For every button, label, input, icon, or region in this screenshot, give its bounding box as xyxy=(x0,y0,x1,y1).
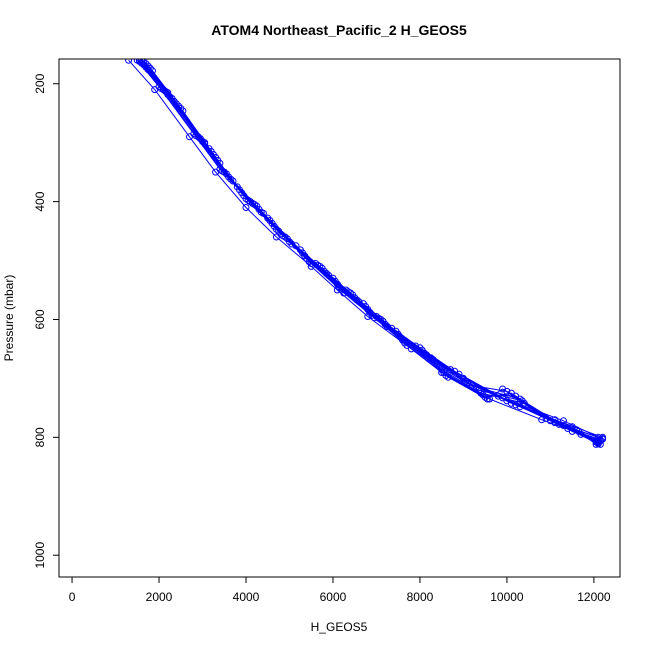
x-axis: 0 2000 4000 6000 8000 10000 12000 xyxy=(69,576,611,604)
data-point xyxy=(555,420,563,428)
series-10 xyxy=(142,60,602,441)
y-axis: 200 400 600 800 1000 xyxy=(33,73,60,569)
data-point xyxy=(201,139,209,147)
series-2 xyxy=(133,59,607,441)
series-12 xyxy=(146,64,604,445)
data-point xyxy=(305,258,313,266)
data-point xyxy=(179,107,187,115)
data-point xyxy=(136,59,143,64)
data-point xyxy=(499,385,507,393)
series-9 xyxy=(140,59,604,444)
data-point xyxy=(444,373,452,381)
data-point xyxy=(429,356,437,363)
data-point xyxy=(512,401,520,409)
data-point xyxy=(340,289,348,297)
x-tick-label: 6000 xyxy=(320,590,347,604)
data-point xyxy=(307,260,315,267)
series-line xyxy=(145,66,601,445)
series-4 xyxy=(138,59,600,448)
x-tick-label: 12000 xyxy=(577,590,611,604)
data-point xyxy=(164,89,172,97)
data-point xyxy=(170,97,178,105)
series-line xyxy=(139,59,597,443)
data-point xyxy=(227,175,235,183)
data-point xyxy=(244,196,252,204)
series-line xyxy=(141,59,597,442)
series-8 xyxy=(138,59,600,445)
series-3 xyxy=(136,59,607,443)
series-layer xyxy=(125,59,607,448)
y-tick-label: 200 xyxy=(33,73,47,93)
data-point xyxy=(592,438,600,446)
data-point xyxy=(594,440,602,448)
x-tick-label: 4000 xyxy=(233,590,260,604)
data-point xyxy=(216,159,224,167)
data-point xyxy=(388,324,396,332)
series-line xyxy=(143,64,599,444)
chart-title: ATOM4 Northeast_Pacific_2 H_GEOS5 xyxy=(211,22,467,38)
y-axis-label: Pressure (mbar) xyxy=(2,275,16,362)
data-point xyxy=(516,403,524,411)
data-point xyxy=(401,339,409,347)
x-tick-label: 10000 xyxy=(490,590,524,604)
series-line xyxy=(128,59,599,441)
x-tick-label: 2000 xyxy=(146,590,173,604)
y-tick-label: 400 xyxy=(33,191,47,211)
data-point xyxy=(560,417,567,425)
data-point xyxy=(281,233,289,241)
x-tick-label: 0 xyxy=(69,590,76,604)
series-line xyxy=(147,69,599,443)
series-line xyxy=(136,59,603,438)
series-13 xyxy=(136,59,600,446)
data-point xyxy=(364,313,372,320)
data-point xyxy=(229,177,237,185)
data-point xyxy=(149,67,156,75)
data-point xyxy=(125,59,133,64)
series-line xyxy=(143,61,601,441)
series-5 xyxy=(140,61,602,447)
data-point xyxy=(325,271,333,279)
plot-frame xyxy=(58,58,621,578)
series-line xyxy=(139,61,603,440)
x-tick-label: 8000 xyxy=(407,590,434,604)
data-point xyxy=(542,415,550,422)
y-tick-label: 800 xyxy=(33,427,47,447)
data-point xyxy=(481,393,489,401)
series-7 xyxy=(144,66,602,446)
series-14 xyxy=(149,67,602,448)
data-point xyxy=(599,435,607,442)
series-line xyxy=(141,62,597,445)
series-line xyxy=(149,68,601,442)
series-line xyxy=(152,70,599,445)
data-point xyxy=(242,204,250,211)
data-point xyxy=(175,102,183,110)
data-point xyxy=(146,64,154,72)
data-point xyxy=(275,227,283,235)
series-6 xyxy=(142,63,604,448)
data-point xyxy=(551,419,559,427)
data-point xyxy=(483,395,491,403)
series-line xyxy=(145,63,599,438)
data-point xyxy=(172,100,180,108)
x-axis-label: H_GEOS5 xyxy=(311,620,368,634)
data-point xyxy=(370,314,378,322)
series-line xyxy=(147,65,603,439)
series-11 xyxy=(144,62,607,442)
data-point xyxy=(468,382,476,389)
data-point xyxy=(442,372,450,379)
y-tick-label: 1000 xyxy=(33,542,47,569)
series-1 xyxy=(125,59,602,444)
y-tick-label: 600 xyxy=(33,309,47,329)
data-point xyxy=(403,341,411,349)
